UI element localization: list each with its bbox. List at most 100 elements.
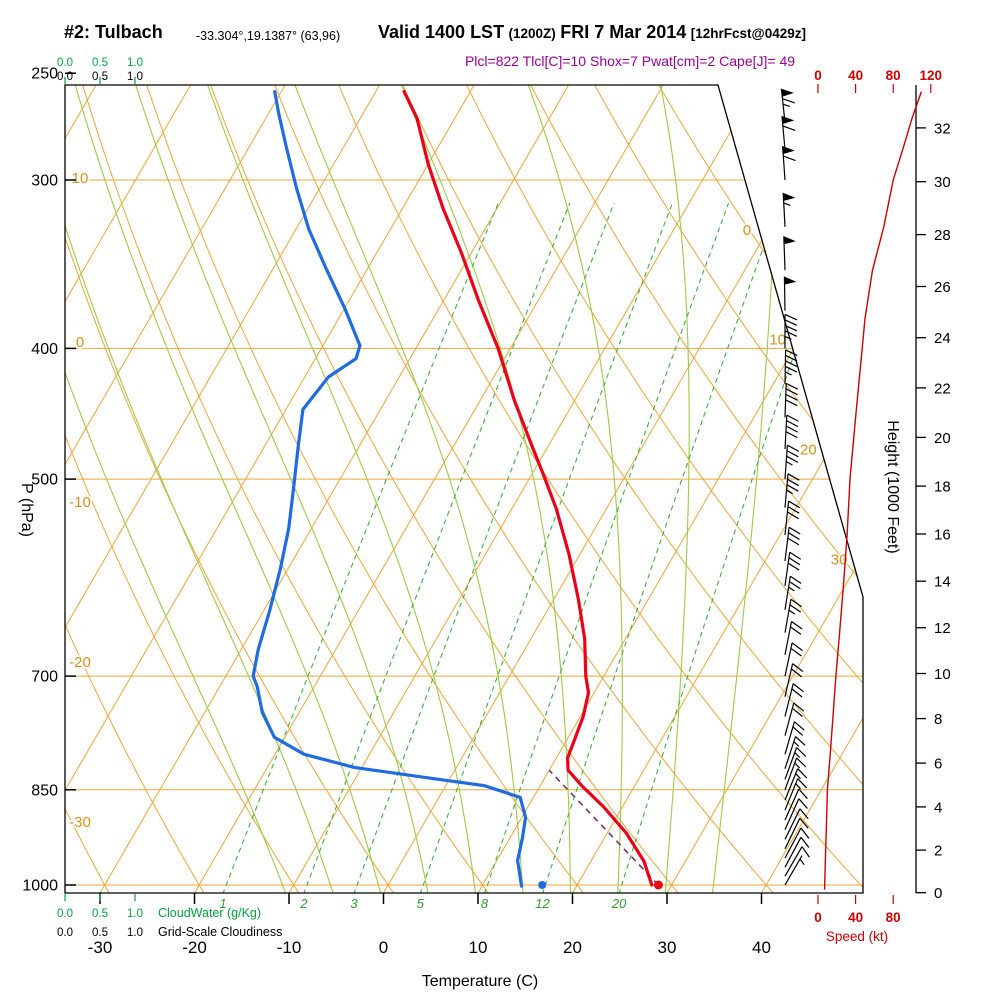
wind-barb [784,788,808,821]
wind-barb-full [793,702,805,712]
cloudiness-bottom-tick-label: 1.0 [127,927,143,939]
wind-barb-full [782,125,796,131]
wind-barb-full [797,768,808,779]
wind-barb-full [787,537,800,546]
dry-adiabat-line [849,85,863,893]
wind-barb-staff [784,788,800,821]
temperature-tick-label: 0 [379,938,388,957]
wind-barb-full [799,808,809,820]
dry-adiabat-line [722,85,863,893]
isotherm-line [65,85,286,893]
height-axis-label: Height (1000 Feet) [884,420,901,553]
wind-barb-staff [784,817,801,850]
mixing-ratio-line [541,202,780,893]
mixing-ratio-line [483,202,730,893]
wind-barb-full [794,721,805,731]
wind-barb-half [799,858,805,866]
temperature-tick-label: 30 [658,938,677,957]
wind-barb-full [791,621,803,630]
dry-adiabat-line [65,85,409,893]
wind-barb [784,683,804,717]
moist-adiabat-line [711,85,777,893]
height-tick-label: 6 [934,756,942,773]
wind-barb-full [786,414,799,422]
wind-speed-trace [823,91,923,890]
temperature-tick-label: 10 [469,938,488,957]
wind-barb-half [794,752,801,758]
wind-barb-full [785,365,798,373]
wind-barb-pennant [781,88,794,97]
height-tick-label: 12 [934,620,951,637]
wind-barb-full [785,399,798,407]
isotherm-line [99,85,570,893]
wind-barb [784,414,799,450]
height-tick-label: 8 [934,711,942,728]
wind-barb-staff [784,855,803,886]
moist-adiabat-line [401,85,571,893]
dry-adiabat-line [594,85,863,893]
mixing-ratio-line [618,202,847,893]
forecast-tag: [12hrFcst@0429z] [690,26,806,41]
isotherm-label: 20 [800,442,817,459]
wind-barb [784,778,808,811]
dry-adiabat-line [402,85,863,893]
wind-barb-full [791,688,803,698]
isotherm-label: 30 [831,552,848,569]
height-tick-label: 18 [934,479,951,496]
speed-tick-label-bottom: 40 [848,910,863,925]
pressure-tick-label: 250 [31,66,58,83]
plot-border [64,84,864,894]
wind-barb-full [800,836,810,848]
height-tick-label: 10 [934,666,951,683]
wind-barb-half [784,335,792,340]
valid-time: Valid 1400 LST [378,22,505,42]
wind-barb-staff [784,721,795,755]
wind-barb-full [787,506,800,514]
speed-tick-label-bottom: 0 [814,910,822,925]
dry-adiabat-label: -20 [69,654,91,671]
wind-barb [784,500,801,535]
wind-barb-full [791,668,803,678]
wind-barb-full [783,155,796,162]
surface-dewpoint-marker [538,881,547,889]
cloudiness-bottom-tick-label: 0.5 [92,927,108,939]
dry-adiabat-line [466,85,863,893]
dewpoint-curve [251,90,528,888]
wind-barb-full [789,551,802,560]
wind-barb [784,663,804,697]
dry-adiabat-line [914,85,1000,914]
mixing-ratio-line [353,202,615,893]
cloudiness-bottom-tick-label: 0.0 [57,927,73,939]
wind-barb-full [792,663,804,672]
cloudwater-top-tick-label: 0.0 [57,57,73,69]
wind-barb-full [790,626,802,635]
moist-adiabat-line [207,85,477,893]
speed-tick-label-bottom: 80 [886,910,901,925]
height-tick-label: 26 [934,279,951,296]
wind-barb-full [782,98,795,104]
wind-barb-full [785,382,799,390]
wind-barb-full [785,388,798,396]
height-tick-label: 32 [934,120,951,137]
wind-barb-full [784,324,798,332]
wind-barb-full [795,736,806,746]
wind-barb-full [792,707,803,717]
moist-adiabat-line [65,85,335,893]
dry-adiabat-line [658,85,863,893]
dry-adiabat-label: 0 [76,334,84,351]
wind-barb [784,621,803,655]
dry-adiabat-line [65,85,217,893]
wind-barb-full [786,420,799,428]
cloudwater-top-tick-label: 1.0 [127,57,143,69]
height-tick-label: 20 [934,430,951,447]
isotherm-line [65,85,381,893]
wind-barb-half [793,741,800,747]
wind-barb-pennant [784,276,797,285]
mixing-ratio-label: 20 [611,896,627,911]
isotherm-label: 0 [743,222,751,239]
dry-adiabat-line [210,85,696,893]
height-tick-label: 14 [934,574,951,591]
page-title: #2: Tulbach [64,22,163,42]
